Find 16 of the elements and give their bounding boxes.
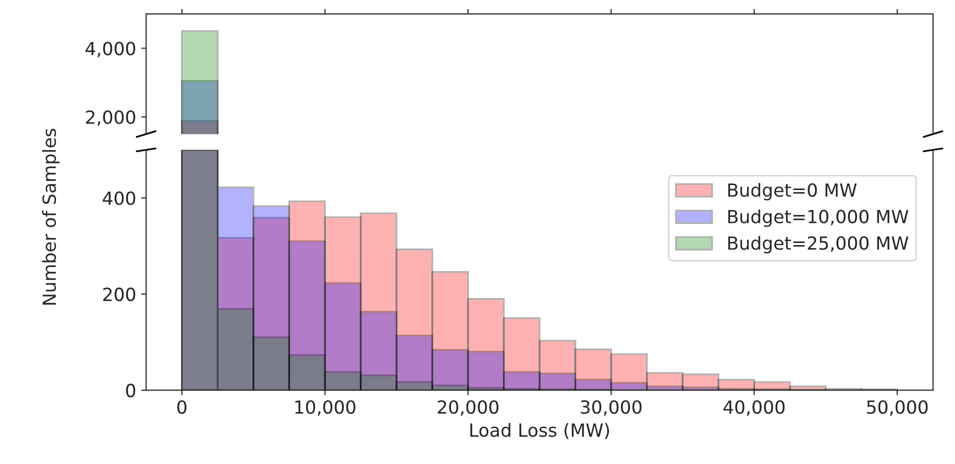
- x-axis-title: Load Loss (MW): [470, 422, 609, 440]
- x-tick-label: 10,000: [295, 400, 356, 416]
- y-tick-label: 0: [126, 384, 136, 398]
- x-tick-label: 30,000: [580, 400, 642, 416]
- y-axis-title: Number of Samples: [42, 128, 60, 305]
- legend-label: Budget=10,000 MW: [728, 209, 908, 227]
- legend-label: Budget=0 MW: [728, 182, 857, 200]
- legend-label: Budget=25,000 MW: [728, 236, 908, 254]
- x-tick-label: 20,000: [438, 400, 498, 416]
- y-tick-label: 4,000: [86, 42, 136, 58]
- y-tick-label: 400: [102, 191, 136, 206]
- y-tick-label: 2,000: [86, 110, 136, 126]
- y-tick-label: 200: [103, 288, 136, 302]
- x-tick-label: 40,000: [723, 400, 785, 416]
- x-tick-label: 50,000: [867, 400, 928, 416]
- x-tick-label: 0: [177, 400, 186, 414]
